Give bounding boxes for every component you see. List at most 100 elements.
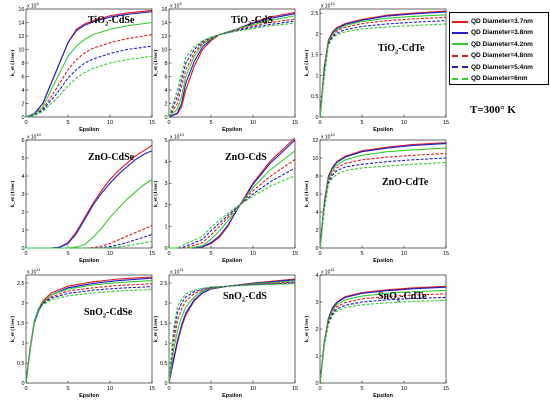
- series-line: [25, 21, 153, 118]
- x-tick-label: 15: [149, 386, 155, 392]
- y-tick-label: 5: [21, 156, 24, 162]
- x-tick-label: 0: [24, 120, 27, 126]
- y-tick-label: 2: [21, 102, 24, 108]
- y-tick-label: 3: [164, 181, 167, 187]
- plot-area: [319, 139, 447, 249]
- series-line: [169, 139, 296, 249]
- y-axis-label: k_et (1/sec): [303, 181, 310, 208]
- y-tick-label: 2: [164, 301, 167, 307]
- x-tick-label: 15: [292, 120, 298, 126]
- legend-label: QD Diameter=4.8nm: [471, 52, 533, 60]
- axis-multiplier: x 1011: [27, 267, 41, 276]
- legend: QD Diameter=3.7nm QD Diameter=3.8nm QD Dia…: [449, 12, 549, 85]
- y-tick-label: 8: [164, 61, 167, 67]
- panel-title: ZnO-CdS: [225, 152, 267, 163]
- x-tick-label: 10: [401, 251, 407, 257]
- legend-item: QD Diameter=4.2nm: [452, 39, 548, 50]
- plot-area: [168, 8, 296, 118]
- series-line: [169, 158, 296, 249]
- series-line: [319, 299, 447, 384]
- y-tick-label: 1: [21, 228, 24, 234]
- y-tick-label: 0: [164, 381, 167, 387]
- x-axis-label: Epsilon: [373, 258, 394, 264]
- y-tick-label: 8: [21, 61, 24, 67]
- y-tick-label: 14: [161, 21, 167, 27]
- y-tick-label: 0: [21, 246, 24, 252]
- panel-title: TiO2-CdSe: [88, 15, 135, 28]
- x-tick-label: 10: [250, 120, 256, 126]
- y-tick-label: 14: [18, 21, 24, 27]
- panel-title: TiO2-CdS: [231, 15, 273, 28]
- x-tick-label: 5: [66, 386, 69, 392]
- y-tick-label: 0: [21, 115, 24, 121]
- series-line: [168, 283, 296, 384]
- y-tick-label: 2.5: [17, 281, 25, 287]
- y-tick-label: 2: [315, 327, 318, 333]
- axis-multiplier: x 1011: [170, 267, 184, 276]
- axis-multiplier: x 1010: [170, 132, 185, 141]
- panel: 0 1 2 3 4 5 6 0 5 10 15 Epsilon k_et (1/sec) x 1010 Zn…: [9, 132, 155, 264]
- series-line: [168, 15, 296, 118]
- series-line: [25, 45, 153, 118]
- panel-title: SnO2-CdTe: [378, 291, 427, 304]
- y-tick-label: 3: [21, 192, 24, 198]
- y-tick-label: 4: [21, 174, 24, 180]
- panel: 0 0.5 1 1.5 2 2.5 0 5 10 15 Epsilon k_et (1/sec) x 1…: [303, 1, 449, 133]
- legend-swatch: [452, 20, 468, 23]
- legend-swatch: [452, 66, 468, 69]
- y-tick-label: 12: [161, 34, 167, 40]
- y-tick-label: 2: [164, 203, 167, 209]
- y-tick-label: 6: [21, 138, 24, 144]
- y-tick-label: 2: [315, 228, 318, 234]
- series-line: [319, 16, 447, 118]
- x-tick-label: 5: [360, 251, 363, 257]
- y-tick-label: 0: [164, 115, 167, 121]
- y-axis-label: k_et (1/sec): [152, 50, 159, 77]
- panel: 0 2 4 6 8 10 12 0 5 10 15 Epsilon k_et (1/sec) x 1010…: [303, 132, 449, 264]
- panel: 0 2 4 6 8 10 12 14 16 0 5 10 15 Epsilon k_et (1/sec) x …: [152, 1, 298, 133]
- panel-title: ZnO-CdSe: [88, 152, 135, 163]
- series-line: [169, 167, 296, 249]
- y-axis-label: k_et (1/sec): [9, 50, 16, 77]
- y-tick-label: 4: [315, 210, 318, 216]
- series-line: [168, 11, 296, 118]
- series-line: [168, 18, 296, 118]
- y-tick-label: 0.5: [17, 361, 25, 367]
- y-tick-label: 6: [164, 75, 167, 81]
- plot-area: [319, 274, 447, 384]
- y-tick-label: 1: [164, 224, 167, 230]
- plot-area: [168, 274, 296, 384]
- x-tick-label: 10: [107, 386, 113, 392]
- y-tick-label: 2.5: [311, 11, 319, 17]
- series-line: [26, 179, 153, 249]
- series-line: [168, 282, 296, 384]
- y-tick-label: 0: [315, 246, 318, 252]
- plot-area: [25, 139, 153, 249]
- y-tick-label: 2: [315, 32, 318, 38]
- x-axis-label: Epsilon: [222, 393, 243, 399]
- y-tick-label: 12: [312, 138, 318, 144]
- panel-title: SnO2-CdSe: [84, 307, 133, 320]
- x-tick-label: 15: [149, 251, 155, 257]
- series-line: [319, 293, 447, 384]
- legend-label: QD Diameter=3.8nm: [471, 29, 533, 37]
- x-tick-label: 10: [250, 386, 256, 392]
- series-line: [169, 150, 296, 249]
- x-axis-label: Epsilon: [373, 393, 394, 399]
- x-tick-label: 0: [24, 251, 27, 257]
- series-line: [168, 13, 296, 118]
- series-line: [319, 152, 447, 249]
- series-line: [25, 55, 153, 118]
- y-tick-label: 0.5: [160, 361, 168, 367]
- panel: 0 0.5 1 1.5 2 2.5 0 5 10 15 Epsilon k_et (1/sec) x 1…: [152, 267, 298, 399]
- series-line: [26, 240, 153, 249]
- y-tick-label: 4: [164, 160, 167, 166]
- y-axis-label: k_et (1/sec): [9, 181, 16, 208]
- axis-multiplier: x 109: [27, 1, 39, 10]
- legend-label: QD Diameter=5.4nm: [471, 63, 533, 71]
- x-tick-label: 5: [360, 386, 363, 392]
- series-line: [319, 23, 447, 118]
- x-tick-label: 10: [107, 251, 113, 257]
- temperature-label: T=300° K: [470, 104, 516, 116]
- legend-label: QD Diameter=3.7nm: [471, 18, 533, 25]
